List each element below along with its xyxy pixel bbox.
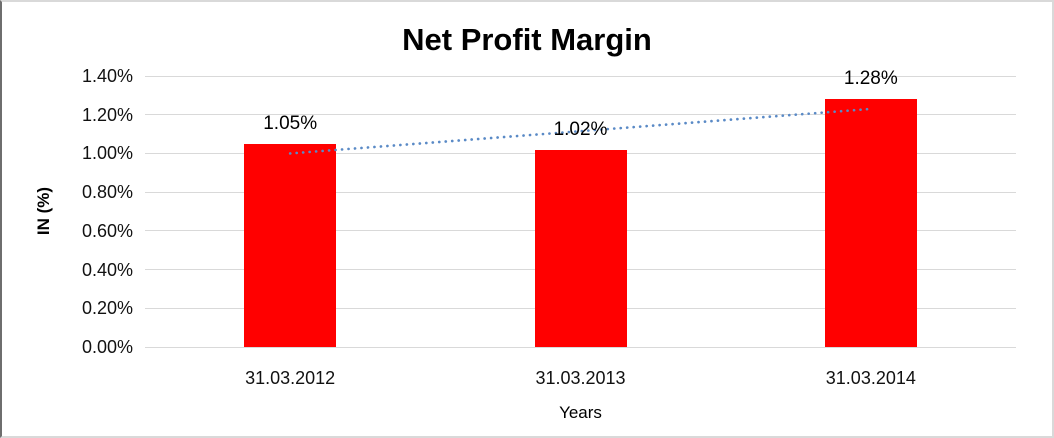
bar-31.03.2012 <box>244 143 337 347</box>
y-tick-label: 1.00% <box>81 143 133 164</box>
bar-31.03.2013 <box>534 149 627 347</box>
x-category-label: 31.03.2013 <box>535 368 626 388</box>
data-label: 1.02% <box>553 118 608 140</box>
y-tick-label: 1.40% <box>81 66 133 86</box>
gridline <box>145 75 1016 77</box>
y-tick-label: 1.20% <box>81 104 133 125</box>
x-axis-line <box>145 346 1016 348</box>
y-tick-label: 0.40% <box>81 259 133 280</box>
x-category-label: 31.03.2012 <box>245 368 336 388</box>
data-label: 1.28% <box>843 68 898 90</box>
y-tick-label: 0.60% <box>81 220 133 241</box>
y-tick-label: 0.00% <box>81 337 133 357</box>
y-tick-label: 0.80% <box>81 182 133 203</box>
bar-31.03.2014 <box>824 99 917 347</box>
x-axis-title: Years <box>559 403 602 422</box>
x-category-label: 31.03.2014 <box>825 368 916 388</box>
y-tick-label: 0.20% <box>81 298 133 319</box>
data-label: 1.05% <box>263 112 318 134</box>
chart-title: Net Profit Margin <box>402 22 652 57</box>
